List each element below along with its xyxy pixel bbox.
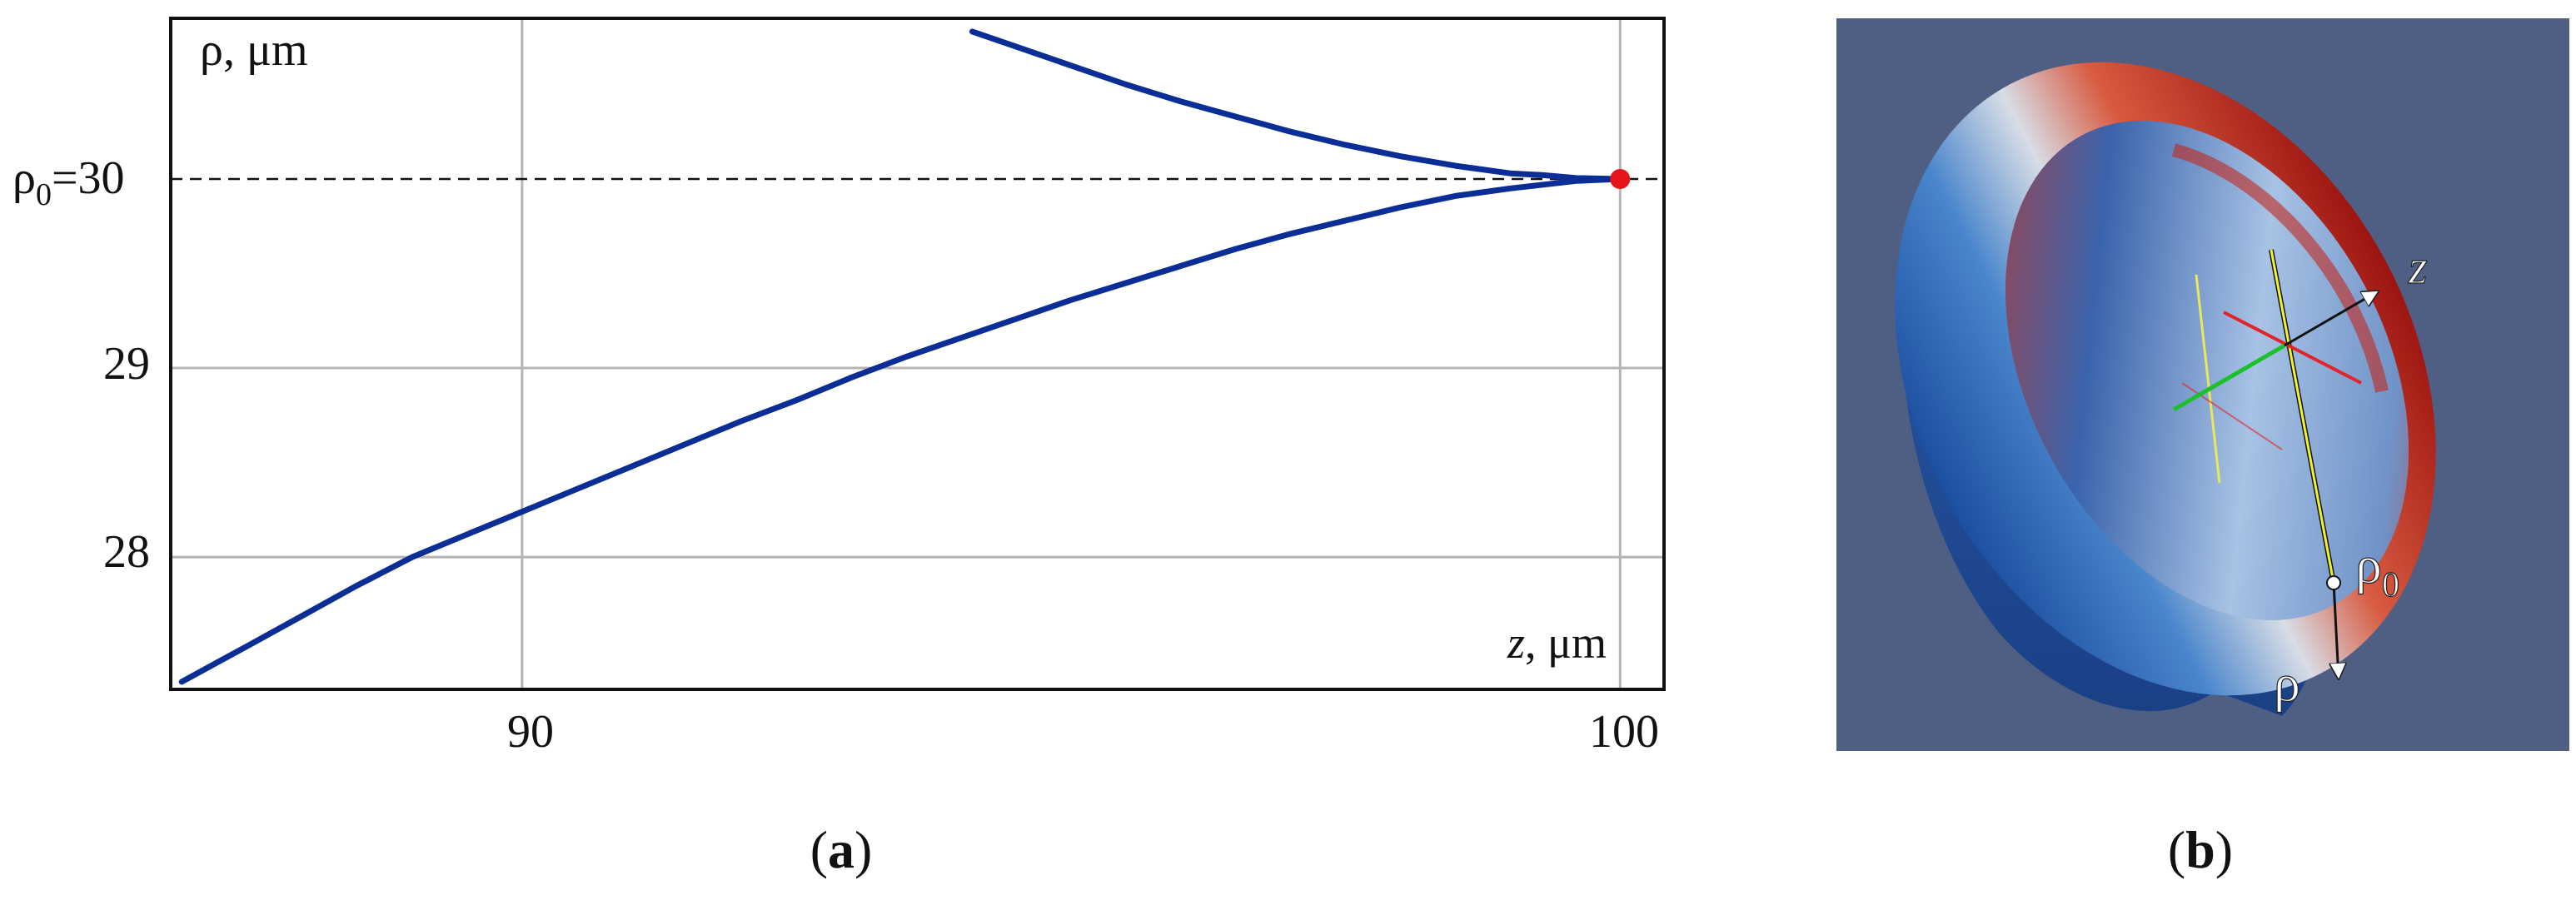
x-axis-label-var: z (1507, 618, 1525, 668)
illustration-panel-b: z ρ ρ0 (b) (1836, 18, 2569, 879)
rho0-label: ρ0 (2355, 535, 2399, 604)
x-tick-label-100: 100 (1589, 706, 1659, 758)
series-line-2 (969, 28, 1623, 182)
x-axis-label: z, μm (1507, 618, 1607, 668)
caption-b-letter: b (2185, 820, 2215, 879)
series-layer (178, 28, 1623, 685)
plot-frame (169, 17, 1666, 691)
ref-label-rho: ρ (12, 152, 36, 204)
series-line-1 (178, 176, 1623, 685)
axes-overlay (2172, 249, 2378, 679)
caption-a: (a) (810, 820, 873, 879)
caption-a-letter: a (828, 820, 855, 879)
ring-3d (1895, 62, 2436, 716)
rho0-label-sub: 0 (2382, 566, 2399, 604)
ref-label-value: =30 (52, 152, 125, 204)
caption-a-open: ( (810, 820, 828, 879)
y-axis-label: ρ, μm (200, 24, 308, 76)
rho-axis-label: ρ (2274, 654, 2300, 713)
rho0-point (2326, 575, 2341, 590)
marked-point (1610, 168, 1631, 189)
y-tick-label-28: 28 (103, 526, 150, 578)
x-tick-label-90: 90 (507, 706, 554, 758)
chart-panel-a: ρ, μm z, μm ρ0=30 29 28 90 100 (a) (12, 17, 1666, 879)
y-tick-label-29: 29 (103, 338, 150, 390)
x-axis-label-unit: , μm (1525, 618, 1607, 668)
rho0-label-rho: ρ (2355, 535, 2382, 594)
z-axis-label: z (2408, 240, 2428, 294)
caption-b-close: ) (2215, 820, 2233, 879)
caption-b-open: ( (2168, 820, 2185, 879)
ref-label-sub: 0 (36, 177, 52, 212)
caption-a-close: ) (855, 820, 872, 879)
ref-line-label: ρ0=30 (12, 152, 125, 212)
caption-b: (b) (2168, 820, 2233, 879)
